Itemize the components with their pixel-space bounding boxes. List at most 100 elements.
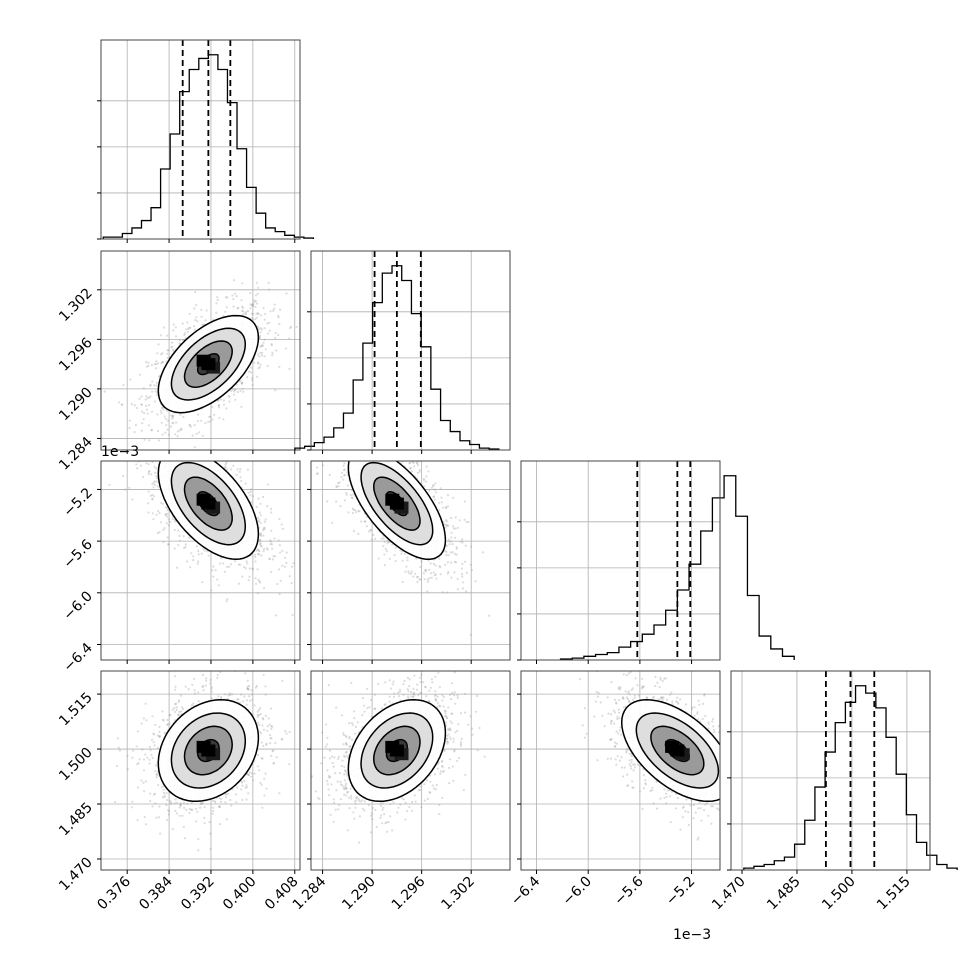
scatter-point (161, 352, 164, 355)
scatter-point (284, 347, 288, 350)
scatter-point (387, 446, 389, 448)
density-block (201, 497, 216, 510)
scatter-point (153, 384, 156, 387)
scatter-point (217, 404, 220, 407)
scatter-point (117, 746, 120, 749)
scatter-point (351, 454, 353, 456)
scatter-point (351, 507, 354, 510)
scatter-point (268, 723, 271, 726)
scatter-point (351, 496, 354, 499)
scatter-point (438, 501, 441, 505)
scatter-point (256, 753, 259, 757)
scatter-point (186, 802, 189, 806)
scatter-point (343, 474, 346, 477)
scatter-point (235, 801, 238, 804)
scatter-point (204, 319, 207, 322)
scatter-point (164, 506, 167, 509)
scatter-point (159, 832, 162, 835)
scatter-point (133, 431, 136, 434)
scatter-point (414, 572, 417, 575)
scatter-point (260, 344, 264, 347)
scatter-point (256, 375, 259, 378)
scatter-point (391, 453, 393, 455)
scatter-point (103, 390, 106, 393)
scatter-point (274, 389, 277, 392)
scatter-point (301, 294, 303, 296)
scatter-point (375, 446, 377, 448)
scatter-point (263, 794, 266, 797)
scatter-point (258, 355, 261, 358)
scatter-point (149, 384, 152, 387)
scatter-point (143, 790, 146, 793)
scatter-point (256, 292, 259, 295)
scatter-point (345, 444, 347, 446)
scatter-point (179, 454, 181, 456)
scatter-point (234, 398, 237, 401)
scatter-point (394, 546, 397, 549)
scatter-point (424, 570, 428, 573)
scatter-point (178, 457, 180, 459)
scatter-point (172, 422, 175, 425)
scatter-point (185, 445, 187, 447)
scatter-point (369, 431, 371, 433)
scatter-point (195, 432, 198, 435)
scatter-point (150, 429, 153, 432)
scatter-point (260, 354, 263, 357)
scatter-point (161, 361, 164, 364)
scatter-point (376, 446, 378, 448)
scatter-point (387, 540, 390, 544)
scatter-point (232, 305, 235, 308)
scatter-point (147, 364, 150, 367)
scatter-point (267, 332, 270, 335)
scatter-point (340, 471, 344, 474)
scatter-point (270, 724, 273, 728)
scatter-point (249, 490, 252, 493)
scatter-point (255, 505, 258, 508)
scatter-point (430, 486, 433, 489)
scatter-point (251, 698, 254, 701)
scatter-point (197, 457, 199, 459)
scatter-point (163, 439, 165, 441)
scatter-point (260, 783, 263, 786)
scatter-point (265, 787, 268, 790)
scatter-point (461, 541, 464, 544)
scatter-point (374, 537, 377, 541)
scatter-point (226, 296, 229, 299)
scatter-point (440, 501, 443, 504)
scatter-point (150, 473, 153, 476)
scatter-point (450, 516, 453, 520)
scatter-point (263, 355, 266, 358)
scatter-point (180, 445, 182, 447)
scatter-point (224, 463, 227, 466)
scatter-point (337, 438, 339, 440)
scatter-point (427, 559, 430, 562)
scatter-point (166, 334, 169, 337)
scatter-point (249, 307, 252, 310)
scatter-point (413, 465, 416, 468)
scatter-point (197, 549, 200, 553)
scatter-point (173, 547, 176, 550)
scatter-point (135, 463, 138, 466)
scatter-point (368, 456, 370, 458)
scatter-point (350, 447, 352, 449)
scatter-point (335, 423, 337, 425)
scatter-point (140, 779, 143, 782)
scatter-point (451, 525, 455, 528)
scatter-point (278, 365, 281, 368)
scatter-point (426, 580, 430, 583)
scatter-point (393, 452, 395, 454)
scatter-point (166, 419, 170, 422)
scatter-point (370, 538, 373, 541)
scatter-point (328, 473, 331, 476)
scatter-point (268, 557, 271, 560)
scatter-point (171, 414, 174, 418)
scatter-point (250, 366, 253, 369)
scatter-point (193, 446, 196, 449)
scatter-point (232, 279, 236, 282)
scatter-point (240, 382, 243, 385)
scatter-point (178, 342, 181, 345)
scatter-point (335, 500, 338, 503)
scatter-point (252, 302, 255, 306)
scatter-point (147, 361, 150, 364)
